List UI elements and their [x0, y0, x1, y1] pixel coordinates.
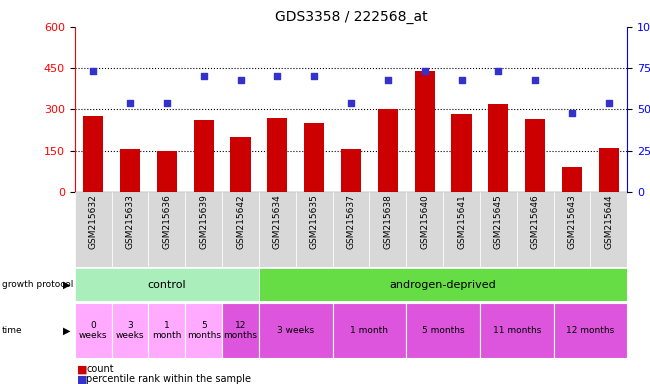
Bar: [554, 303, 627, 358]
Text: 1
month: 1 month: [152, 321, 181, 340]
Bar: [333, 303, 406, 358]
Bar: [378, 109, 398, 192]
Text: GSM215644: GSM215644: [604, 194, 614, 249]
Text: percentile rank within the sample: percentile rank within the sample: [86, 374, 252, 384]
Point: [383, 77, 393, 83]
Text: androgen-deprived: androgen-deprived: [390, 280, 497, 290]
Bar: [222, 192, 259, 267]
Text: ▶: ▶: [62, 326, 70, 336]
Bar: [185, 303, 222, 358]
Bar: [259, 192, 296, 267]
Point: [419, 68, 430, 74]
Text: GSM215641: GSM215641: [457, 194, 466, 249]
Bar: [222, 303, 259, 358]
Bar: [517, 192, 554, 267]
Bar: [194, 121, 214, 192]
Bar: [451, 114, 472, 192]
Bar: [185, 192, 222, 267]
Bar: [304, 123, 324, 192]
Bar: [83, 116, 103, 192]
Text: 12
months: 12 months: [224, 321, 257, 340]
Text: GSM215636: GSM215636: [162, 194, 172, 249]
Text: 0
weeks: 0 weeks: [79, 321, 107, 340]
Bar: [599, 148, 619, 192]
Point: [567, 110, 577, 116]
Text: GSM215637: GSM215637: [346, 194, 356, 249]
Bar: [554, 192, 590, 267]
Text: GSM215633: GSM215633: [125, 194, 135, 249]
Point: [604, 100, 614, 106]
Bar: [480, 303, 554, 358]
Text: control: control: [148, 280, 186, 290]
Bar: [157, 151, 177, 192]
Bar: [267, 118, 287, 192]
Text: ▶: ▶: [62, 280, 70, 290]
Text: 5 months: 5 months: [422, 326, 464, 335]
Point: [198, 73, 209, 79]
Bar: [296, 192, 333, 267]
Text: GSM215643: GSM215643: [567, 194, 577, 249]
Bar: [259, 303, 333, 358]
Point: [309, 73, 319, 79]
Point: [530, 77, 540, 83]
Bar: [488, 104, 508, 192]
Text: GSM215646: GSM215646: [530, 194, 540, 249]
Bar: [75, 303, 112, 358]
Bar: [562, 167, 582, 192]
Bar: [75, 192, 112, 267]
Bar: [75, 268, 259, 301]
Text: 1 month: 1 month: [350, 326, 389, 335]
Bar: [406, 303, 480, 358]
Bar: [148, 303, 185, 358]
Text: 12 months: 12 months: [566, 326, 614, 335]
Text: GSM215645: GSM215645: [494, 194, 503, 249]
Text: 11 months: 11 months: [493, 326, 541, 335]
Bar: [341, 149, 361, 192]
Bar: [230, 137, 251, 192]
Text: growth protocol: growth protocol: [2, 280, 73, 289]
Text: ■: ■: [77, 374, 87, 384]
Bar: [525, 119, 545, 192]
Bar: [333, 192, 369, 267]
Text: GSM215642: GSM215642: [236, 194, 245, 249]
Text: GSM215638: GSM215638: [384, 194, 393, 249]
Text: GSM215632: GSM215632: [88, 194, 98, 249]
Text: count: count: [86, 364, 114, 374]
Bar: [406, 192, 443, 267]
Title: GDS3358 / 222568_at: GDS3358 / 222568_at: [275, 10, 427, 25]
Point: [88, 68, 98, 74]
Bar: [369, 192, 406, 267]
Bar: [112, 192, 148, 267]
Point: [493, 68, 504, 74]
Point: [235, 77, 246, 83]
Text: GSM215640: GSM215640: [420, 194, 429, 249]
Bar: [443, 192, 480, 267]
Text: GSM215635: GSM215635: [309, 194, 318, 249]
Text: ■: ■: [77, 364, 87, 374]
Text: GSM215634: GSM215634: [273, 194, 282, 249]
Bar: [480, 192, 517, 267]
Point: [272, 73, 283, 79]
Text: 3
weeks: 3 weeks: [116, 321, 144, 340]
Text: GSM215639: GSM215639: [199, 194, 208, 249]
Bar: [112, 303, 148, 358]
Bar: [120, 149, 140, 192]
Bar: [259, 268, 627, 301]
Point: [162, 100, 172, 106]
Point: [125, 100, 135, 106]
Text: 3 weeks: 3 weeks: [277, 326, 315, 335]
Bar: [590, 192, 627, 267]
Bar: [148, 192, 185, 267]
Text: time: time: [2, 326, 23, 335]
Point: [456, 77, 467, 83]
Point: [346, 100, 356, 106]
Bar: [415, 71, 435, 192]
Text: 5
months: 5 months: [187, 321, 220, 340]
